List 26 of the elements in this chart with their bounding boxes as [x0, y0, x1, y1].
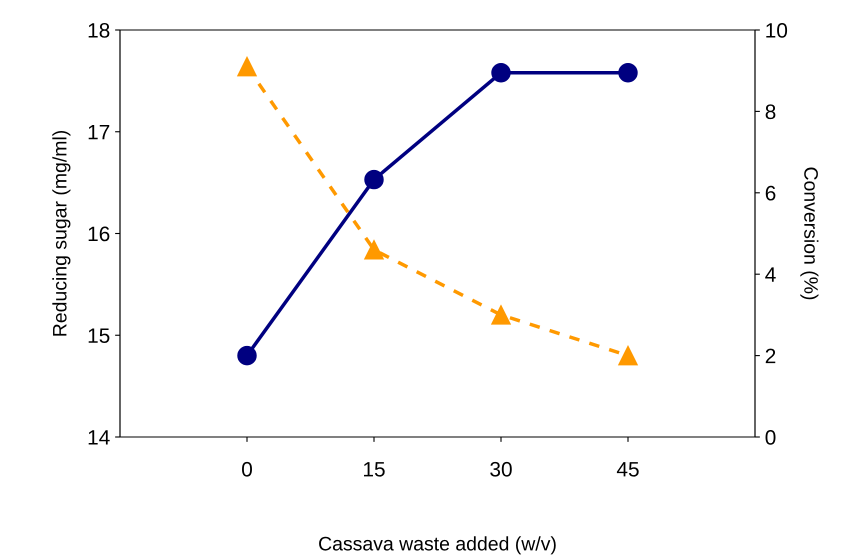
y2-tick-label: 2: [766, 348, 776, 364]
y2-axis-title: Conversion (%): [800, 167, 818, 300]
y-tick-label: 18: [88, 23, 110, 38]
x-tick-label: 45: [616, 462, 639, 477]
point: [618, 346, 638, 366]
y2-tick-label: 10: [766, 23, 788, 38]
x-axis-title: Cassava waste added (w/v): [319, 536, 556, 554]
point: [491, 305, 511, 325]
x-tick-label: 0: [242, 462, 252, 477]
point: [237, 56, 257, 76]
point: [237, 346, 257, 366]
y2-tick-label: 0: [766, 430, 776, 445]
point: [618, 63, 638, 82]
y-tick-label: 15: [88, 328, 110, 344]
y-axis-title: Reducing sugar (mg/ml): [52, 130, 70, 336]
point: [364, 240, 384, 260]
point: [364, 170, 384, 190]
point: [491, 63, 511, 82]
y2-tick-label: 6: [766, 186, 776, 201]
x-tick-label: 15: [364, 462, 385, 477]
x-tick-label: 30: [490, 462, 512, 477]
y-tick-label: 17: [88, 124, 110, 140]
y2-tick-label: 8: [766, 104, 776, 120]
y-tick-label: 14: [88, 430, 110, 445]
y-tick-label: 16: [88, 226, 110, 242]
y2-tick-label: 4: [765, 267, 776, 282]
